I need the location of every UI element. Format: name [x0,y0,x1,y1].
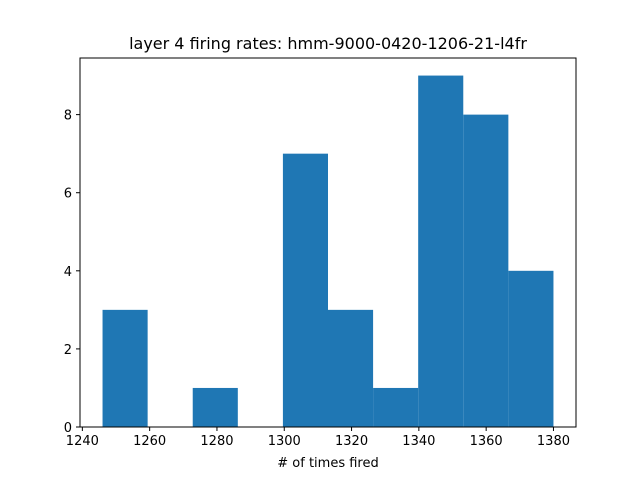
chart-title: layer 4 firing rates: hmm-9000-0420-1206… [129,34,527,53]
x-tick-label: 1240 [66,434,99,449]
y-tick-label: 6 [64,187,72,202]
x-tick-label: 1260 [133,434,166,449]
y-axis-ticks: 0 2 4 6 8 [64,109,80,436]
y-tick-label: 4 [64,265,72,280]
histogram-bar-6 [373,387,419,427]
histogram-bar-8 [463,114,509,427]
x-tick-label: 1320 [335,434,368,449]
x-tick-label: 1380 [537,434,570,449]
histogram-bar-0 [102,309,148,427]
x-tick-label: 1360 [470,434,503,449]
x-tick-label: 1340 [402,434,435,449]
histogram-bar-4 [282,153,328,427]
histogram-bar-2 [192,387,238,427]
axes-frame [79,57,577,428]
y-tick-label: 0 [64,421,72,436]
y-tick-label: 2 [64,343,72,358]
x-axis-ticks: 1240 1260 1280 1300 1320 1340 1360 1380 [66,427,570,449]
x-axis-label: # of times fired [277,456,378,471]
x-tick-label: 1280 [200,434,233,449]
y-tick-label: 8 [64,109,72,124]
x-tick-label: 1300 [268,434,301,449]
bars-group [102,75,554,428]
histogram-bar-5 [328,309,374,427]
histogram-bar-9 [508,270,554,427]
histogram-bar-7 [418,75,464,428]
